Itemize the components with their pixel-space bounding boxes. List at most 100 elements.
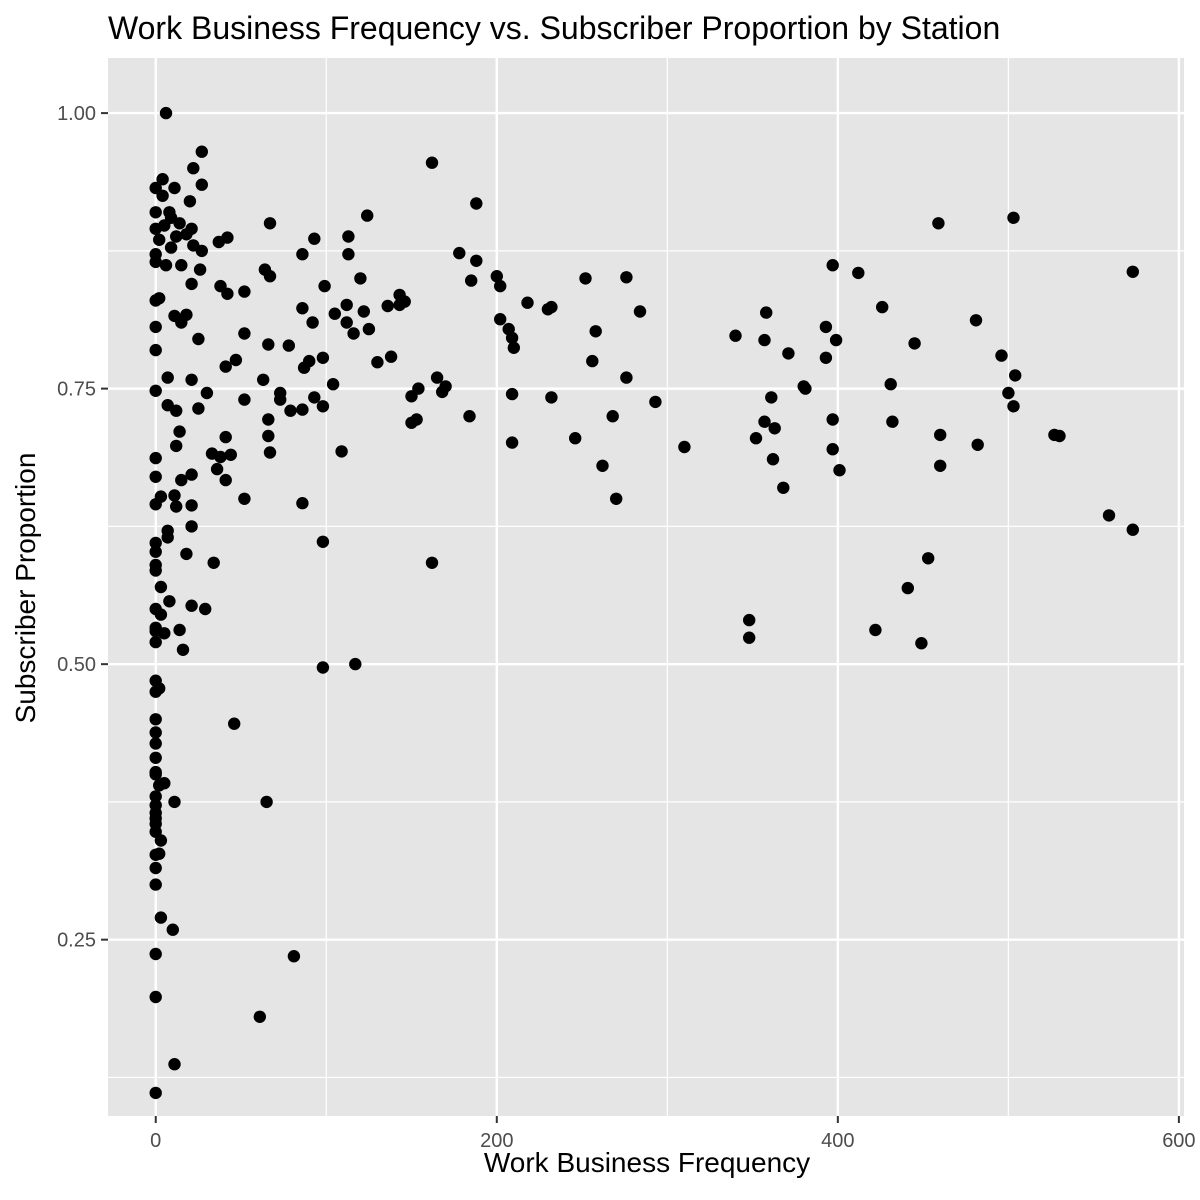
data-point <box>221 287 234 300</box>
data-point <box>1126 265 1140 278</box>
data-point <box>176 643 190 656</box>
data-point <box>758 415 771 428</box>
data-point <box>393 298 406 312</box>
data-point <box>425 156 439 169</box>
data-point <box>185 520 198 533</box>
data-point <box>156 173 169 186</box>
data-point <box>1002 386 1015 400</box>
data-point <box>158 627 171 640</box>
data-point <box>649 395 662 409</box>
data-point <box>316 661 330 674</box>
data-point <box>308 232 321 245</box>
data-point <box>199 602 212 616</box>
data-point <box>328 307 341 320</box>
data-point <box>606 410 619 423</box>
data-point <box>175 259 188 272</box>
data-point <box>766 453 780 466</box>
data-point <box>161 531 174 544</box>
data-point <box>149 768 162 781</box>
data-point <box>1007 211 1020 224</box>
data-point <box>149 294 162 307</box>
data-point <box>490 270 503 283</box>
data-point <box>180 228 193 241</box>
data-point <box>768 422 781 435</box>
data-point <box>170 404 183 417</box>
data-point <box>262 413 275 426</box>
data-point <box>149 726 162 739</box>
data-point <box>908 337 921 350</box>
data-point <box>318 279 331 293</box>
data-point <box>154 608 168 621</box>
data-point <box>210 462 224 476</box>
data-point <box>308 391 321 404</box>
data-point <box>1102 509 1116 522</box>
data-point <box>149 536 162 550</box>
data-point <box>852 266 865 280</box>
chart-title: Work Business Frequency vs. Subscriber P… <box>108 10 1000 46</box>
data-point <box>149 1086 162 1100</box>
data-point <box>340 316 353 329</box>
x-tick-label: 600 <box>1162 1130 1195 1152</box>
data-point <box>156 189 169 202</box>
data-point <box>758 333 771 347</box>
y-axis-title: Subscriber Proportion <box>10 453 41 724</box>
data-point <box>760 306 773 319</box>
data-point <box>149 320 162 334</box>
data-point <box>263 217 277 230</box>
data-point <box>238 327 251 340</box>
data-point <box>192 332 205 346</box>
data-point <box>995 349 1008 362</box>
data-point <box>168 181 181 195</box>
data-point <box>381 299 394 313</box>
data-point <box>405 390 418 403</box>
data-point <box>296 403 309 416</box>
data-point <box>274 393 287 406</box>
data-point <box>284 404 297 417</box>
data-points <box>149 106 1140 1100</box>
grid-minor <box>108 58 1184 1116</box>
data-point <box>342 248 355 261</box>
data-point <box>149 737 162 750</box>
data-point <box>316 535 330 548</box>
data-point <box>316 351 330 364</box>
data-point <box>743 613 756 627</box>
data-point <box>362 322 376 336</box>
data-point <box>149 635 162 649</box>
data-point <box>545 391 558 404</box>
data-point <box>934 459 947 472</box>
data-point <box>1009 369 1022 382</box>
data-point <box>195 178 208 191</box>
data-point <box>163 595 176 608</box>
data-point <box>453 246 466 260</box>
data-point <box>610 492 623 505</box>
data-point <box>175 473 188 487</box>
data-point <box>149 451 162 465</box>
data-point <box>826 443 839 456</box>
data-point <box>173 425 186 438</box>
data-point <box>569 432 582 445</box>
data-point <box>869 623 882 637</box>
data-point <box>620 371 633 384</box>
data-point <box>158 777 171 790</box>
data-point <box>465 274 478 287</box>
data-point <box>173 217 186 230</box>
data-point <box>436 385 449 399</box>
data-point <box>170 439 183 453</box>
data-point <box>799 382 812 395</box>
data-point <box>149 343 162 357</box>
data-point <box>349 657 362 671</box>
data-point <box>505 436 519 449</box>
data-point <box>175 316 188 329</box>
data-point <box>633 305 647 318</box>
data-point <box>876 300 889 314</box>
data-point <box>384 350 398 363</box>
data-point <box>922 552 935 565</box>
data-point <box>168 795 181 809</box>
data-point <box>219 430 232 444</box>
data-point <box>149 685 162 698</box>
data-point <box>306 316 319 329</box>
data-point <box>238 393 251 406</box>
data-point <box>257 373 270 386</box>
